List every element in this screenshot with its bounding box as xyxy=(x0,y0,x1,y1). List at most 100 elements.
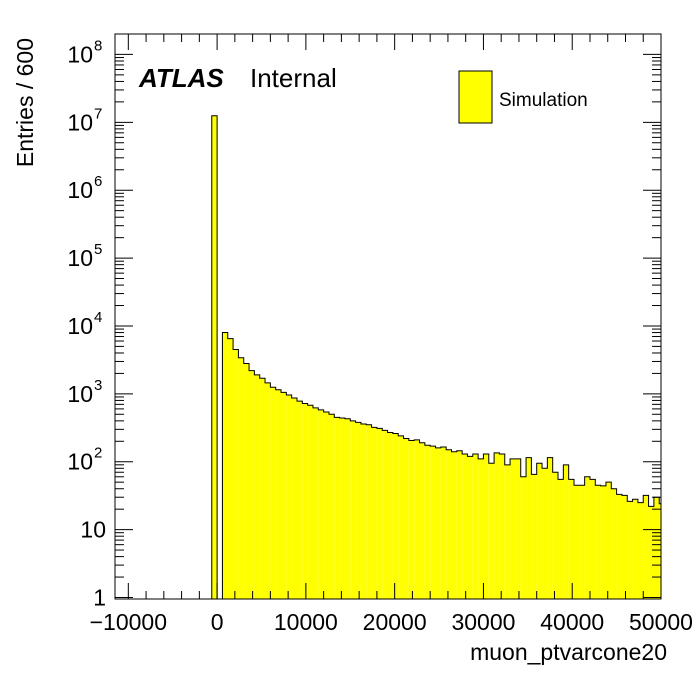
histogram-bar xyxy=(558,479,564,599)
histogram-bar xyxy=(328,414,335,599)
histogram-bar xyxy=(472,453,479,599)
x-axis-label: muon_ptvarcone20 xyxy=(470,639,667,665)
histogram-bar xyxy=(616,494,622,599)
histogram-bar xyxy=(318,409,324,599)
histogram-bar xyxy=(291,397,297,599)
histogram-bar xyxy=(233,349,239,599)
y-tick-label: 10 xyxy=(67,41,93,67)
y-tick-exponent: 7 xyxy=(94,105,102,122)
histogram-bar xyxy=(632,499,638,599)
histogram-bar xyxy=(478,458,484,599)
x-tick-label: 20000 xyxy=(363,609,427,635)
histogram-bar xyxy=(611,488,617,599)
histogram-bar xyxy=(376,428,383,599)
histogram-bar xyxy=(392,433,399,599)
x-tick-label: 50000 xyxy=(629,609,693,635)
histogram-bar xyxy=(307,405,313,599)
x-tick-label: −10000 xyxy=(90,609,167,635)
histogram-bar xyxy=(360,423,367,599)
histogram-bar xyxy=(573,485,580,599)
y-axis-label: Entries / 600 xyxy=(12,38,38,167)
histogram-bar xyxy=(382,430,388,599)
y-tick-exponent: 5 xyxy=(94,241,102,258)
histogram-bar xyxy=(211,115,218,600)
histogram-bar xyxy=(542,468,548,599)
histogram-bar xyxy=(568,479,574,599)
histogram-bar xyxy=(302,403,308,599)
y-tick-label: 10 xyxy=(67,313,93,339)
histogram-bar xyxy=(424,445,431,599)
histogram-bar xyxy=(451,451,457,599)
histogram-bar xyxy=(595,485,601,599)
histogram-bar xyxy=(281,392,287,599)
y-tick-label: 10 xyxy=(67,449,93,475)
histogram-bar xyxy=(398,435,404,599)
histogram-bar xyxy=(270,387,276,599)
atlas-label: ATLAS Internal xyxy=(138,63,337,93)
histogram-bar xyxy=(637,502,644,599)
histogram-bar xyxy=(339,418,345,599)
histogram-bar xyxy=(659,503,661,599)
histogram-bar xyxy=(520,476,527,599)
histogram-bar xyxy=(414,439,420,599)
histogram-bar xyxy=(355,422,361,599)
histogram-bar xyxy=(589,479,596,599)
histogram-bar xyxy=(440,446,447,599)
histogram-bar xyxy=(371,427,377,599)
histogram-bar xyxy=(536,463,543,599)
histogram-bar xyxy=(265,382,271,599)
histogram-bar xyxy=(462,453,468,599)
y-tick-exponent: 4 xyxy=(94,309,102,326)
histogram-bar xyxy=(483,453,489,599)
y-tick-exponent: 3 xyxy=(94,377,102,394)
histogram-bar xyxy=(488,463,495,599)
histogram-bar xyxy=(297,401,303,599)
atlas-text: ATLAS xyxy=(138,63,224,93)
x-tick-label: 30000 xyxy=(451,609,515,635)
histogram-bar xyxy=(222,332,228,599)
y-tick-label: 10 xyxy=(80,517,106,543)
histogram-bar xyxy=(456,450,463,599)
y-tick-label: 10 xyxy=(67,245,93,271)
histogram-bar xyxy=(510,458,516,599)
histogram-bar xyxy=(446,449,452,599)
histogram-bar xyxy=(563,464,569,599)
histogram-bar xyxy=(552,472,559,599)
histogram-bar xyxy=(430,446,436,599)
histogram-bar xyxy=(621,495,628,599)
histogram-bar xyxy=(243,363,250,599)
histogram-bar xyxy=(499,453,505,599)
legend-swatch xyxy=(458,70,493,124)
histogram-bar xyxy=(605,482,612,599)
histogram-bar xyxy=(579,485,585,599)
y-tick-exponent: 8 xyxy=(94,37,102,54)
legend-label-simulation: Simulation xyxy=(499,90,588,111)
histogram-bar xyxy=(259,378,266,599)
y-tick-label: 1 xyxy=(93,584,106,610)
histogram-bar xyxy=(467,456,473,599)
histogram-bar xyxy=(643,495,649,599)
histogram-bar xyxy=(526,457,532,599)
x-tick-label: 0 xyxy=(211,609,224,635)
histogram-bar xyxy=(254,374,260,599)
histogram-bar xyxy=(249,370,255,599)
internal-text: Internal xyxy=(250,63,337,93)
histogram-bar xyxy=(584,476,590,599)
histogram-bar xyxy=(531,474,537,599)
x-tick-label: 40000 xyxy=(540,609,604,635)
histogram-bars xyxy=(211,115,662,600)
histogram-bar xyxy=(648,506,654,599)
histogram-bar xyxy=(334,417,340,599)
histogram-bar xyxy=(275,389,282,599)
histogram-bar xyxy=(286,395,292,599)
histogram-bar xyxy=(653,497,660,599)
histogram-bar xyxy=(344,418,351,599)
histogram-bar xyxy=(627,501,633,599)
legend: Simulation xyxy=(458,70,588,124)
y-tick-label: 10 xyxy=(67,109,93,135)
y-tick-label: 10 xyxy=(67,381,93,407)
y-tick-exponent: 2 xyxy=(94,445,102,462)
